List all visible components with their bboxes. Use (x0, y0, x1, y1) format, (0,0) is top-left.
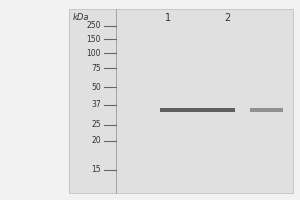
Text: 15: 15 (91, 165, 101, 174)
Bar (250, 108, 283, 112)
Text: 50: 50 (91, 83, 101, 92)
Bar (69, 9, 293, 193)
Text: 100: 100 (86, 49, 101, 58)
Bar (160, 108, 235, 112)
Text: 37: 37 (91, 100, 101, 109)
Text: 20: 20 (91, 136, 101, 145)
Text: kDa: kDa (72, 13, 89, 22)
Text: 150: 150 (86, 35, 101, 44)
Text: 250: 250 (86, 21, 101, 30)
Text: 2: 2 (224, 13, 231, 23)
Text: 75: 75 (91, 64, 101, 73)
Text: 25: 25 (91, 120, 101, 129)
Text: 1: 1 (165, 13, 171, 23)
